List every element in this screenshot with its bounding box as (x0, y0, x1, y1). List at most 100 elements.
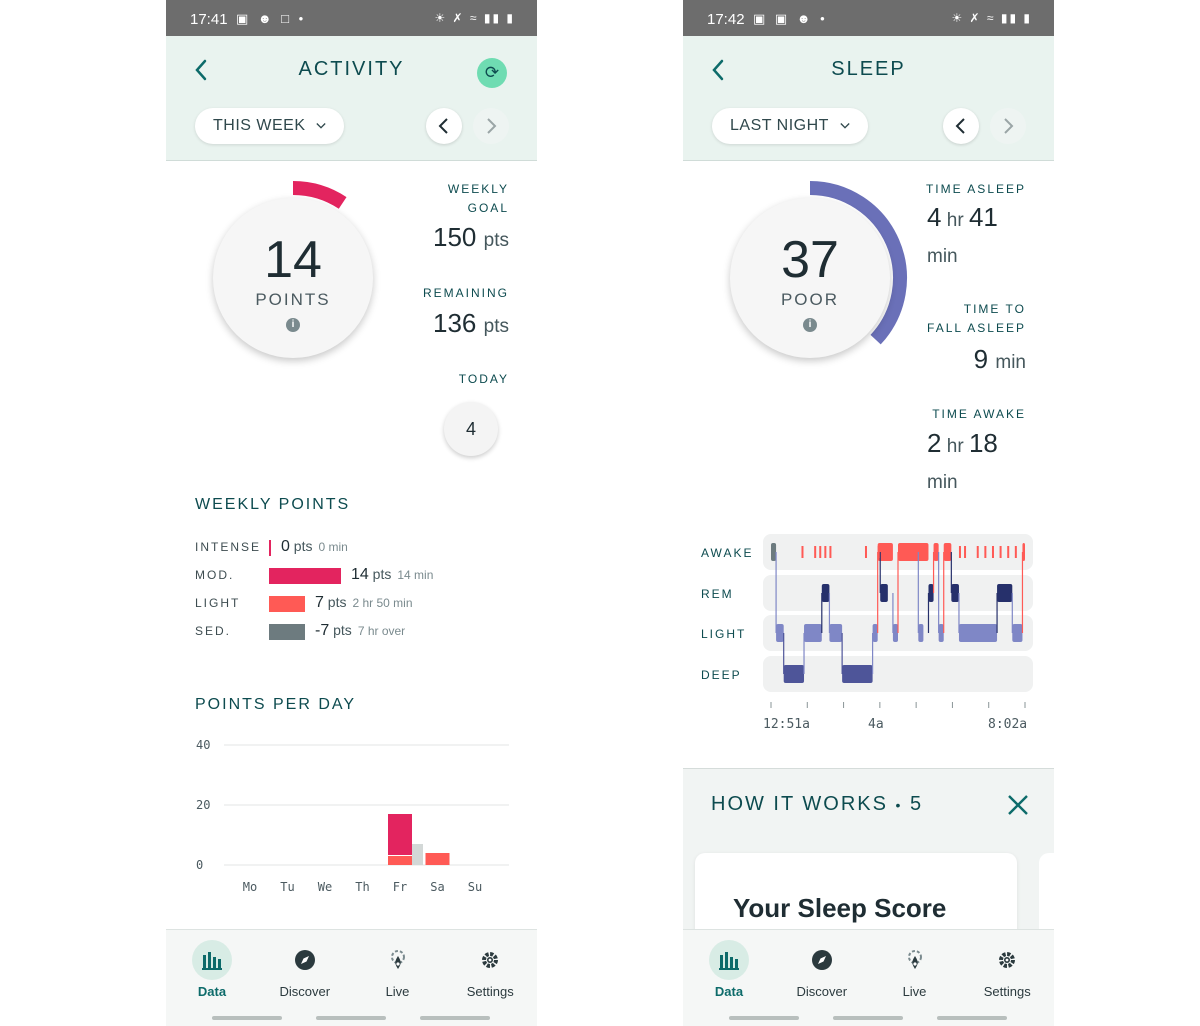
back-button[interactable] (190, 56, 214, 84)
y-tick-label: 40 (196, 738, 210, 752)
gesture-bar (212, 1016, 282, 1020)
nav-discover[interactable]: Discover (776, 930, 868, 1010)
gesture-bar (937, 1016, 1007, 1020)
weekly-points-value: 0 pts 0 min (281, 538, 348, 556)
gesture-bar (420, 1016, 490, 1020)
awake-tick (999, 546, 1002, 558)
points-per-day-chart: 40 20 0 Mo Tu We Th Fr Sa Su (196, 738, 509, 894)
weekly-points-duration: 2 hr 50 min (352, 596, 413, 610)
activity-screen: 17:41 ▣ ☻ □ • ☀ ✗ ≈ ▮▮ ▮ ACTIVITY ⟳ THIS… (166, 0, 537, 1026)
weekly-points-bar (269, 540, 271, 556)
weekly-points-unit: pts (368, 566, 392, 582)
chevron-left-icon (955, 118, 965, 134)
awake-tick (958, 546, 961, 558)
info-icon[interactable]: i (803, 318, 817, 332)
time-asleep-min-unit: min (927, 246, 958, 267)
stage-segment-rem (821, 584, 830, 602)
stage-lane (763, 656, 1033, 692)
remaining-label: REMAINING (422, 286, 509, 300)
stage-segment-rem (928, 584, 934, 602)
hypnogram-end-time: 8:02a (988, 717, 1028, 732)
status-bar: 17:42 ▣ ▣ ☻ • ☀ ✗ ≈ ▮▮ ▮ (683, 0, 1054, 36)
sleep-screen: 17:42 ▣ ▣ ☻ • ☀ ✗ ≈ ▮▮ ▮ SLEEP LAST NIGH… (683, 0, 1054, 1026)
nav-data[interactable]: Data (166, 930, 258, 1010)
bar-sedentary (412, 844, 423, 865)
sleep-score-ring (809, 181, 907, 345)
back-button[interactable] (707, 56, 731, 84)
remaining-value: 136 pts (433, 308, 509, 339)
time-asleep-hours: 4 (927, 202, 942, 232)
bar-chart-icon (709, 940, 749, 980)
sleep-score-arc (809, 181, 907, 345)
nav-settings[interactable]: Settings (961, 930, 1053, 1010)
points-progress-arc (292, 181, 347, 209)
today-points[interactable]: 4 (444, 402, 498, 456)
previous-period-button[interactable] (426, 108, 462, 144)
weekly-points-label: MOD. (195, 568, 235, 582)
bar-moderate (388, 814, 412, 855)
weekly-points-duration: 7 hr over (357, 624, 406, 638)
time-awake-min-unit: min (927, 472, 958, 493)
compass-icon (802, 940, 842, 980)
gesture-bar (729, 1016, 799, 1020)
time-awake-hr-unit: hr (946, 436, 964, 457)
hypnogram-start-time: 12:51a (763, 717, 810, 732)
range-dropdown[interactable]: THIS WEEK (195, 108, 345, 144)
stage-segment-light (776, 624, 784, 642)
stage-segment-light (1012, 624, 1023, 642)
stage-label-rem: REM (701, 587, 734, 601)
bar-light (388, 856, 412, 865)
remaining-unit: pts (483, 316, 509, 337)
y-tick-label: 0 (196, 858, 203, 872)
points-value: 14 (264, 231, 322, 289)
weekly-points-value: 14 pts 14 min (351, 566, 433, 584)
next-period-button[interactable] (990, 108, 1026, 144)
sync-icon[interactable]: ⟳ (477, 58, 507, 88)
info-icon[interactable]: i (286, 318, 300, 332)
range-dropdown[interactable]: LAST NIGHT (712, 108, 868, 144)
time-to-fall-label-2: FALL ASLEEP (927, 321, 1026, 335)
time-asleep-value: 4 hr 41 (927, 202, 998, 233)
nav-live[interactable]: Live (869, 930, 961, 1010)
weekly-points-value: -7 pts 7 hr over (315, 622, 405, 640)
next-period-button[interactable] (473, 108, 509, 144)
awake-tick (964, 546, 967, 558)
stage-segment-deep (842, 665, 873, 683)
stage-segment-light (804, 624, 822, 642)
points-per-day-title: POINTS PER DAY (195, 696, 357, 713)
time-asleep-hr-unit: hr (946, 210, 964, 231)
stage-label-deep: DEEP (701, 668, 742, 682)
awake-tick (814, 546, 817, 558)
how-it-works-count: 5 (910, 793, 924, 815)
x-tick-label: Th (355, 880, 369, 894)
awake-tick (991, 546, 994, 558)
bar-light (425, 853, 450, 865)
nav-data[interactable]: Data (683, 930, 775, 1010)
close-icon[interactable] (1006, 793, 1030, 817)
weekly-points-value: 7 pts 2 hr 50 min (315, 594, 413, 612)
awake-tick (976, 546, 979, 558)
nav-live[interactable]: Live (352, 930, 444, 1010)
status-bar: 17:41 ▣ ☻ □ • ☀ ✗ ≈ ▮▮ ▮ (166, 0, 537, 36)
nav-settings[interactable]: Settings (444, 930, 536, 1010)
stage-segment-awake (1022, 543, 1025, 561)
stage-segment-light (918, 624, 924, 642)
x-tick-label: We (318, 880, 332, 894)
nav-label: Data (714, 984, 744, 999)
page-title: ACTIVITY (298, 58, 405, 80)
x-tick-label: Fr (393, 880, 407, 894)
weekly-goal-number: 150 (433, 222, 477, 252)
sleep-header: SLEEP LAST NIGHT (683, 36, 1054, 161)
time-awake-hours: 2 (927, 428, 942, 458)
time-awake-value: 2 hr 18 (927, 428, 998, 459)
time-awake-mins: 18 (968, 428, 998, 458)
live-icon (895, 940, 935, 980)
nav-label: Data (197, 984, 227, 999)
next-card[interactable] (1039, 853, 1054, 953)
nav-discover[interactable]: Discover (259, 930, 351, 1010)
awake-tick (829, 546, 832, 558)
previous-period-button[interactable] (943, 108, 979, 144)
stage-segment-light (958, 624, 998, 642)
weekly-points-unit: pts (289, 538, 313, 554)
how-it-works-panel: HOW IT WORKS • 5 Your Sleep Score (683, 768, 1054, 953)
